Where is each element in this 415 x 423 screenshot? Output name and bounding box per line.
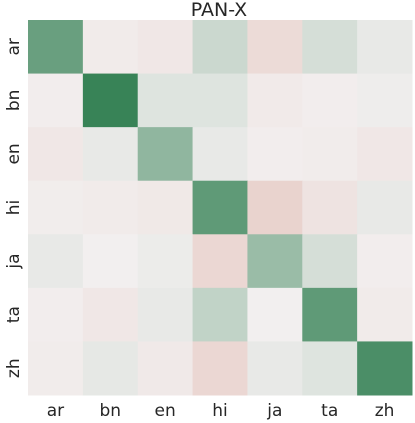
- y-tick-label-hi: hi: [4, 200, 24, 216]
- heatmap-cell-ta-zh: [357, 287, 413, 342]
- y-tick-label-zh: zh: [4, 358, 24, 378]
- heatmap-cell-bn-en: [137, 73, 194, 128]
- x-tick-label-zh: zh: [375, 401, 395, 421]
- heatmap-cell-hi-ar: [28, 180, 84, 235]
- heatmap-cell-hi-bn: [82, 180, 139, 235]
- heatmap-cell-ja-ja: [247, 234, 303, 289]
- heatmap-cell-ta-ta: [302, 287, 358, 342]
- x-tick-label-ja: ja: [266, 401, 282, 421]
- y-tick-label-bn: bn: [4, 90, 24, 112]
- heatmap-cell-zh-ta: [302, 341, 358, 396]
- x-tick-label-bn: bn: [99, 401, 121, 421]
- heatmap-cell-ja-ar: [28, 234, 84, 289]
- heatmap-cell-hi-ja: [247, 180, 303, 235]
- heatmap-cell-en-zh: [357, 127, 413, 182]
- y-tick-label-ar: ar: [4, 38, 24, 55]
- heatmap-cell-bn-zh: [357, 73, 413, 128]
- heatmap-cell-ar-ja: [247, 20, 303, 75]
- heatmap-cell-en-ta: [302, 127, 358, 182]
- heatmap-cell-ta-ar: [28, 287, 84, 342]
- heatmap-cell-ar-hi: [192, 20, 248, 75]
- heatmap-cell-zh-ar: [28, 341, 84, 396]
- x-tick-label-ta: ta: [321, 401, 338, 421]
- heatmap-cell-zh-ja: [247, 341, 303, 396]
- heatmap-cell-bn-ja: [247, 73, 303, 128]
- heatmap-cell-ar-bn: [82, 20, 139, 75]
- heatmap-cell-ja-en: [137, 234, 194, 289]
- heatmap-cell-zh-hi: [192, 341, 248, 396]
- heatmap-cell-ta-ja: [247, 287, 303, 342]
- heatmap-cell-en-ja: [247, 127, 303, 182]
- heatmap-cell-ar-en: [137, 20, 194, 75]
- heatmap-cell-ja-zh: [357, 234, 413, 289]
- heatmap-cell-ta-bn: [82, 287, 139, 342]
- y-axis-tick-labels: ar bn en hi ja ta zh: [4, 38, 24, 378]
- heatmap-cell-ja-ta: [302, 234, 358, 289]
- chart-title: PAN-X: [191, 0, 247, 21]
- heatmap-cell-en-hi: [192, 127, 248, 182]
- x-tick-label-hi: hi: [212, 401, 228, 421]
- heatmap-cell-zh-bn: [82, 341, 139, 396]
- y-tick-label-en: en: [4, 143, 24, 164]
- heatmap-cell-hi-hi: [192, 180, 248, 235]
- heatmap-cell-ja-hi: [192, 234, 248, 289]
- x-tick-label-ar: ar: [47, 401, 64, 421]
- heatmap-cell-bn-hi: [192, 73, 248, 128]
- heatmap-cell-en-bn: [82, 127, 139, 182]
- heatmap-cell-bn-ta: [302, 73, 358, 128]
- heatmap-cell-bn-bn: [82, 73, 139, 128]
- heatmap-cell-ar-ar: [28, 20, 84, 75]
- heatmap-cell-hi-ta: [302, 180, 358, 235]
- heatmap-cell-ja-bn: [82, 234, 139, 289]
- heatmap-cell-hi-zh: [357, 180, 413, 235]
- x-axis-tick-labels: ar bn en hi ja ta zh: [47, 401, 395, 421]
- heatmap-cell-ar-zh: [357, 20, 413, 75]
- y-tick-label-ja: ja: [4, 254, 24, 270]
- heatmap-cell-ta-en: [137, 287, 194, 342]
- heatmap-cell-zh-zh: [357, 341, 413, 396]
- heatmap-cell-zh-en: [137, 341, 194, 396]
- heatmap-cell-en-ar: [28, 127, 84, 182]
- y-tick-label-ta: ta: [4, 306, 24, 323]
- heatmap-cell-ta-hi: [192, 287, 248, 342]
- x-tick-label-en: en: [155, 401, 176, 421]
- heatmap-cell-bn-ar: [28, 73, 84, 128]
- heatmap-cell-en-en: [137, 127, 194, 182]
- heatmap-cell-hi-en: [137, 180, 194, 235]
- heatmap-cell-ar-ta: [302, 20, 358, 75]
- heatmap-cells: [28, 20, 413, 396]
